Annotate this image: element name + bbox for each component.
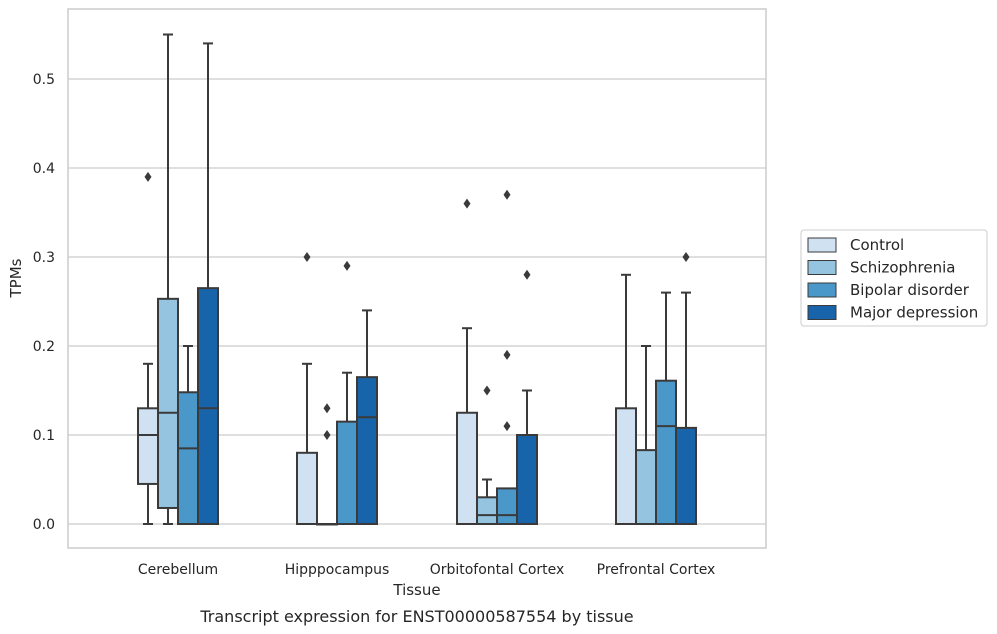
y-tick-label: 0.4 [33, 161, 55, 177]
x-tick-label: Cerebellum [138, 562, 218, 578]
legend-label: Major depression [850, 304, 978, 322]
box-body [655, 379, 677, 525]
box-1-0 [296, 252, 318, 525]
boxes-layer [137, 33, 697, 526]
box-body [675, 426, 697, 526]
box-body [456, 411, 478, 525]
x-tick-label: Orbitofontal Cortex [430, 562, 565, 578]
x-tick-label: Hipppocampus [285, 562, 390, 578]
legend-swatch [807, 260, 837, 275]
chart-caption: Transcript expression for ENST0000058755… [199, 607, 633, 626]
y-tick-label: 0.0 [33, 517, 55, 533]
box-2-0 [456, 198, 478, 525]
box-body [137, 407, 159, 485]
plot-frame [67, 8, 767, 549]
box-body [177, 391, 199, 525]
legend-swatch [807, 282, 837, 298]
outlier-point [503, 421, 511, 432]
y-tick-labels: 0.0 0.1 0.2 0.3 0.4 0.5 [33, 72, 55, 533]
box-2-1 [476, 385, 498, 525]
legend: Control Schizophrenia Bipolar disorder Majo… [800, 229, 988, 327]
box-0-1 [157, 33, 179, 525]
y-tick-label: 0.5 [33, 72, 55, 88]
y-tick-label: 0.3 [33, 250, 55, 266]
box-body [157, 297, 179, 509]
box-body [356, 376, 378, 525]
outlier-point [463, 198, 471, 209]
box-3-3 [675, 252, 697, 526]
legend-label: Bipolar disorder [850, 281, 970, 299]
x-tick-label: Prefrontal Cortex [597, 562, 716, 578]
legend-frame [800, 229, 988, 327]
box-0-3 [197, 42, 219, 525]
box-body [615, 407, 637, 525]
outlier-point [343, 260, 351, 271]
box-body [197, 287, 219, 525]
outlier-point [503, 189, 511, 200]
y-tick-label: 0.1 [33, 428, 55, 444]
box-1-3 [356, 309, 378, 525]
legend-label: Schizophrenia [850, 259, 955, 277]
outlier-point [523, 269, 531, 280]
box-body [476, 496, 498, 525]
box-body [516, 434, 538, 525]
y-tick-label: 0.2 [33, 339, 55, 355]
outlier-point [323, 403, 331, 414]
box-body [336, 420, 358, 525]
box-3-2 [655, 291, 677, 525]
outlier-point [323, 430, 331, 440]
outlier-point [303, 252, 311, 262]
box-body [296, 451, 318, 525]
x-axis-label: Tissue [392, 581, 440, 599]
box-body [496, 487, 518, 525]
outlier-point [682, 252, 690, 262]
y-axis-label: TPMs [7, 258, 25, 298]
box-2-2 [496, 189, 518, 525]
outlier-point [144, 171, 152, 182]
legend-swatch [807, 237, 837, 253]
legend-items: Control Schizophrenia Bipolar disorder Majo… [807, 236, 978, 322]
x-tick-labels: Cerebellum Hipppocampus Orbitofontal Corte… [138, 562, 715, 578]
box-3-1 [635, 345, 657, 526]
box-0-0 [137, 171, 159, 525]
box-0-2 [177, 345, 199, 525]
legend-swatch [807, 305, 837, 320]
box-1-2 [336, 260, 358, 525]
outlier-point [483, 385, 491, 396]
box-body [635, 449, 657, 526]
box-1-1 [316, 403, 338, 526]
box-3-0 [615, 273, 637, 525]
legend-label: Control [850, 236, 904, 254]
outlier-point [503, 349, 511, 360]
box-2-3 [516, 269, 538, 525]
